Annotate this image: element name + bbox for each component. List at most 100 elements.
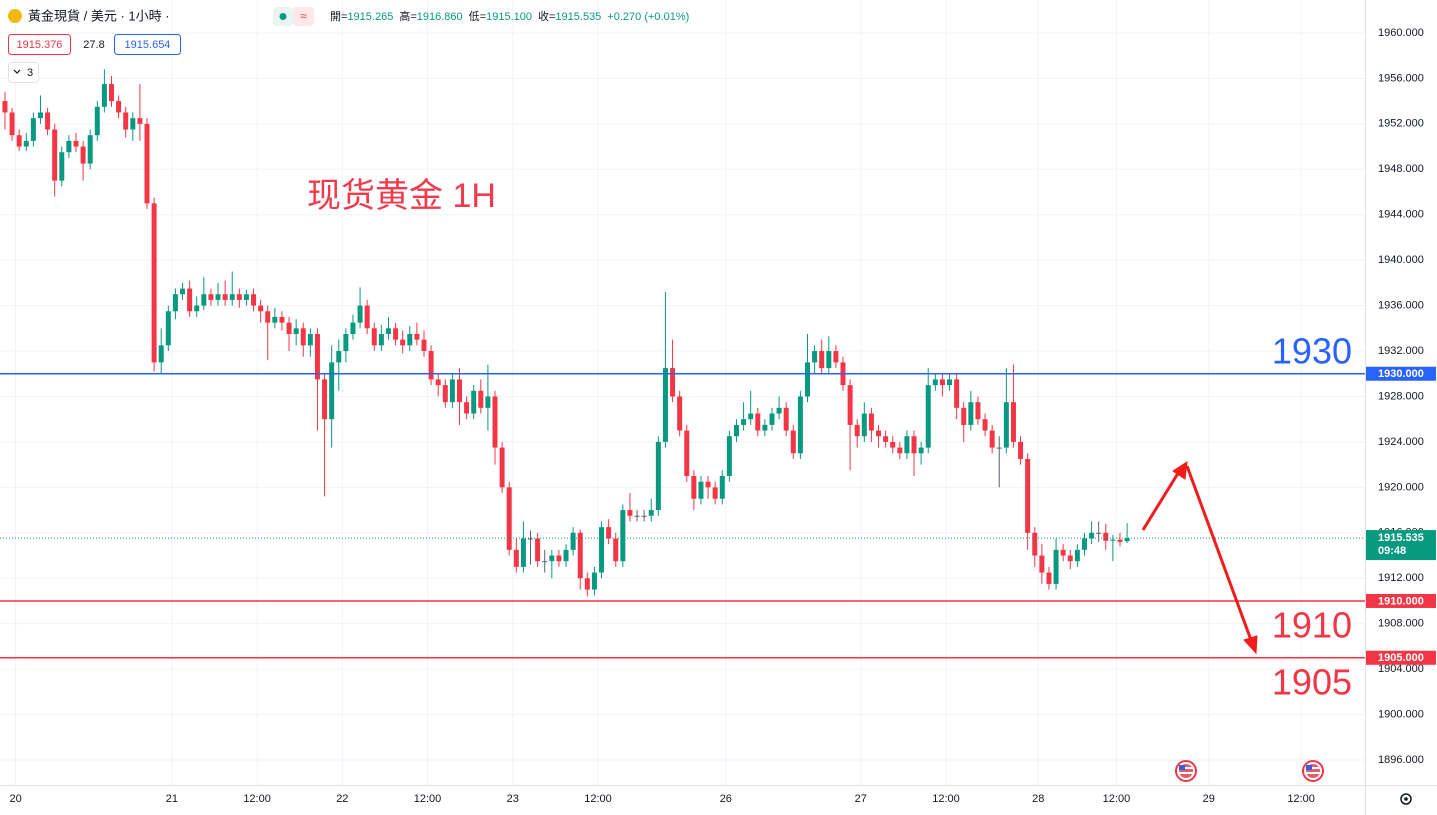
candle-body: [435, 379, 441, 386]
candle-body: [293, 328, 299, 334]
level-annotation: 1910: [1272, 604, 1352, 645]
candle-body: [790, 430, 796, 454]
candle-body: [1103, 532, 1109, 541]
y-tick-label: 1924.000: [1378, 436, 1424, 448]
candle-body: [677, 396, 683, 431]
event-icon[interactable]: [1302, 760, 1324, 782]
level-price-label: 1930.000: [1378, 368, 1424, 380]
candle-body: [968, 402, 974, 425]
candle-body: [109, 84, 115, 102]
candle-body: [648, 510, 654, 516]
candle-body: [662, 368, 668, 442]
candle-body: [705, 481, 711, 488]
candle-body: [591, 572, 597, 590]
y-tick-label: 1912.000: [1378, 572, 1424, 584]
candle-body: [272, 316, 278, 323]
plot: [0, 69, 1365, 659]
candle-body: [30, 118, 36, 141]
sell-box[interactable]: [8, 34, 71, 55]
grid: [0, 0, 1365, 785]
symbol-icon: [8, 9, 22, 23]
candle-body: [137, 118, 143, 124]
x-tick-label: 23: [507, 793, 519, 805]
candle-body: [66, 140, 72, 153]
candle-body: [371, 328, 377, 346]
event-icon[interactable]: [1175, 760, 1197, 782]
candle-body: [151, 203, 157, 363]
ohlc-value: 1915.265: [347, 11, 393, 23]
candle-body: [1053, 549, 1059, 584]
candle-body: [961, 407, 967, 425]
candle-body: [329, 362, 335, 420]
x-tick-label: 20: [9, 793, 21, 805]
level-price-tag: [1366, 593, 1436, 608]
symbol-title[interactable]: 黃金現貨 / 美元 · 1小時 ·: [28, 8, 170, 23]
y-tick-label: 1928.000: [1378, 390, 1424, 402]
y-tick-label: 1936.000: [1378, 299, 1424, 311]
candle-body: [1018, 441, 1024, 459]
x-tick-label: 27: [855, 793, 867, 805]
ohlc-value: 1915.100: [486, 11, 532, 23]
countdown-label: 09:48: [1378, 545, 1406, 557]
candle-body: [996, 447, 1002, 449]
x-tick-label: 12:00: [414, 793, 442, 805]
candle-body: [925, 385, 931, 448]
arrow-head: [1243, 635, 1258, 655]
candle-body: [350, 322, 356, 334]
y-tick-label: 1896.000: [1378, 754, 1424, 766]
candle-body: [570, 532, 576, 550]
candle-body: [549, 555, 555, 562]
ohlc-value: 1915.535: [555, 11, 601, 23]
indicator-toggle[interactable]: [8, 62, 39, 83]
candle-body: [861, 413, 867, 437]
candle-body: [1081, 538, 1087, 550]
candle-body: [684, 430, 690, 476]
candle-body: [357, 305, 363, 323]
level-annotation: 1905: [1272, 661, 1352, 702]
candle-body: [528, 538, 534, 540]
candle-body: [712, 487, 718, 499]
candle-body: [876, 430, 882, 437]
candle-body: [755, 413, 761, 431]
candle-body: [16, 135, 22, 147]
candle-body: [449, 379, 455, 403]
data-badge-icon: ≈: [300, 9, 307, 23]
candle-body: [407, 333, 413, 346]
candle-body: [222, 294, 228, 300]
candle-body: [101, 84, 107, 107]
level-price-tag: [1366, 650, 1436, 665]
forecast-arrows: [1141, 461, 1258, 655]
candle-body: [975, 402, 981, 420]
data-badge[interactable]: [293, 7, 314, 26]
candle-body: [428, 351, 434, 380]
y-tick-label: 1956.000: [1378, 72, 1424, 84]
candle-body: [45, 112, 51, 130]
candle-body: [123, 112, 129, 130]
y-tick-label: 1952.000: [1378, 118, 1424, 130]
settings-icon[interactable]: [1400, 793, 1412, 805]
buy-box[interactable]: [114, 34, 181, 55]
y-tick-label: 1908.000: [1378, 618, 1424, 630]
sell-price[interactable]: 1915.376: [17, 39, 63, 51]
candle-body: [144, 123, 150, 204]
candle-body: [1124, 538, 1130, 542]
candle-body: [982, 419, 988, 431]
candle-body: [947, 379, 953, 386]
candle-body: [897, 447, 903, 454]
candle-body: [73, 140, 79, 147]
candle-body: [783, 407, 789, 431]
candle-body: [1074, 549, 1080, 562]
candle-body: [80, 146, 86, 164]
candle-body: [627, 510, 633, 516]
ohlc-label: 低=: [469, 10, 486, 23]
buy-price[interactable]: 1915.654: [125, 39, 171, 51]
candle-body: [1010, 402, 1016, 442]
candle-body: [719, 475, 725, 499]
candle-body: [215, 294, 221, 300]
candle-body: [577, 532, 583, 579]
candle-body: [165, 311, 171, 346]
candle-body: [456, 379, 462, 403]
candle-body: [9, 112, 15, 136]
